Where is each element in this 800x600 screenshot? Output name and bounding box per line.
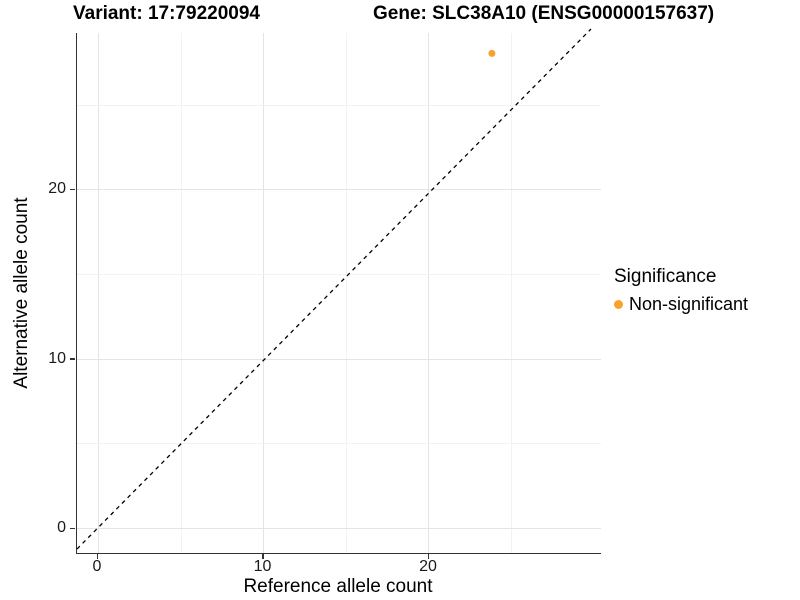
y-tick-20 (70, 188, 75, 190)
legend-point-icon (614, 300, 623, 309)
legend: Significance Non-significant (614, 266, 748, 315)
plot-title-gene: Gene: SLC38A10 (ENSG00000157637) (373, 3, 715, 24)
legend-item-non-significant: Non-significant (614, 294, 748, 315)
plot-title-variant: Variant: 17:79220094 (73, 3, 260, 24)
gridline-x5 (180, 33, 182, 553)
y-tick-0 (70, 527, 75, 529)
y-axis-title: Alternative allele count (11, 197, 32, 389)
x-tick-20 (427, 554, 429, 559)
gridline-y25 (77, 104, 601, 106)
legend-item-label: Non-significant (629, 294, 749, 314)
gridline-y5 (77, 443, 601, 445)
x-axis-title: Reference allele count (243, 576, 433, 597)
identity-dashed-line (76, 28, 592, 550)
x-tick-label-20: 20 (419, 558, 437, 575)
gridline-x10 (263, 33, 265, 553)
y-tick-label-10: 10 (48, 349, 66, 367)
y-tick-label-20: 20 (48, 180, 66, 197)
plot-panel-svg (76, 28, 592, 550)
x-tick-label-0: 0 (92, 558, 102, 575)
data-point (488, 49, 496, 57)
gridline-x25 (511, 33, 512, 553)
gridline-x15 (345, 33, 347, 553)
gridline-y10 (77, 358, 601, 360)
plot-panel (76, 28, 601, 554)
gridline-y15 (77, 274, 601, 275)
gridline-x0 (98, 33, 99, 553)
y-tick-10 (70, 358, 75, 360)
gridline-x20 (428, 33, 430, 553)
x-tick-label-10: 10 (253, 558, 272, 575)
y-tick-label-0: 0 (57, 519, 66, 536)
legend-title: Significance (614, 266, 717, 287)
x-tick-0 (96, 554, 98, 559)
gridline-y0 (77, 528, 601, 529)
x-tick-10 (262, 554, 264, 559)
gridline-y20 (77, 189, 601, 191)
